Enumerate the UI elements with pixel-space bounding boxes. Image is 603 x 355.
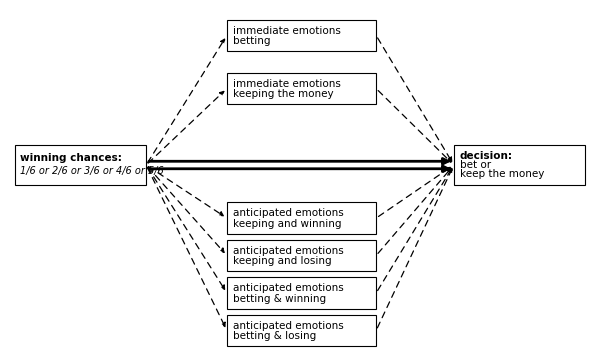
- FancyBboxPatch shape: [227, 73, 376, 104]
- Text: immediate emotions: immediate emotions: [233, 26, 341, 36]
- Text: betting & winning: betting & winning: [233, 294, 326, 304]
- FancyBboxPatch shape: [227, 20, 376, 51]
- FancyBboxPatch shape: [454, 145, 586, 185]
- Text: anticipated emotions: anticipated emotions: [233, 246, 344, 256]
- FancyBboxPatch shape: [227, 240, 376, 271]
- Text: anticipated emotions: anticipated emotions: [233, 321, 344, 331]
- Text: anticipated emotions: anticipated emotions: [233, 283, 344, 293]
- Text: betting: betting: [233, 36, 270, 46]
- FancyBboxPatch shape: [227, 277, 376, 308]
- FancyBboxPatch shape: [227, 202, 376, 234]
- Text: 1/6 or 2/6 or 3/6 or 4/6 or 5/6: 1/6 or 2/6 or 3/6 or 4/6 or 5/6: [19, 166, 163, 176]
- FancyBboxPatch shape: [14, 145, 146, 185]
- Text: bet or: bet or: [460, 160, 491, 170]
- Text: keep the money: keep the money: [460, 169, 544, 179]
- Text: immediate emotions: immediate emotions: [233, 79, 341, 89]
- FancyBboxPatch shape: [227, 315, 376, 346]
- Text: keeping the money: keeping the money: [233, 89, 333, 99]
- Text: anticipated emotions: anticipated emotions: [233, 208, 344, 218]
- Text: decision:: decision:: [460, 151, 513, 161]
- Text: betting & losing: betting & losing: [233, 331, 316, 341]
- Text: keeping and winning: keeping and winning: [233, 219, 341, 229]
- Text: keeping and losing: keeping and losing: [233, 256, 332, 266]
- Text: winning chances:: winning chances:: [19, 153, 121, 163]
